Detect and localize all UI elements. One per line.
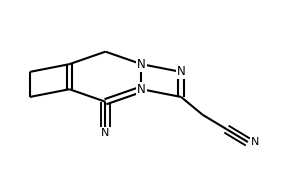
Text: N: N [177,65,185,78]
Text: N: N [137,83,146,96]
Text: N: N [251,137,259,147]
Text: N: N [137,58,146,71]
Text: N: N [101,128,110,138]
